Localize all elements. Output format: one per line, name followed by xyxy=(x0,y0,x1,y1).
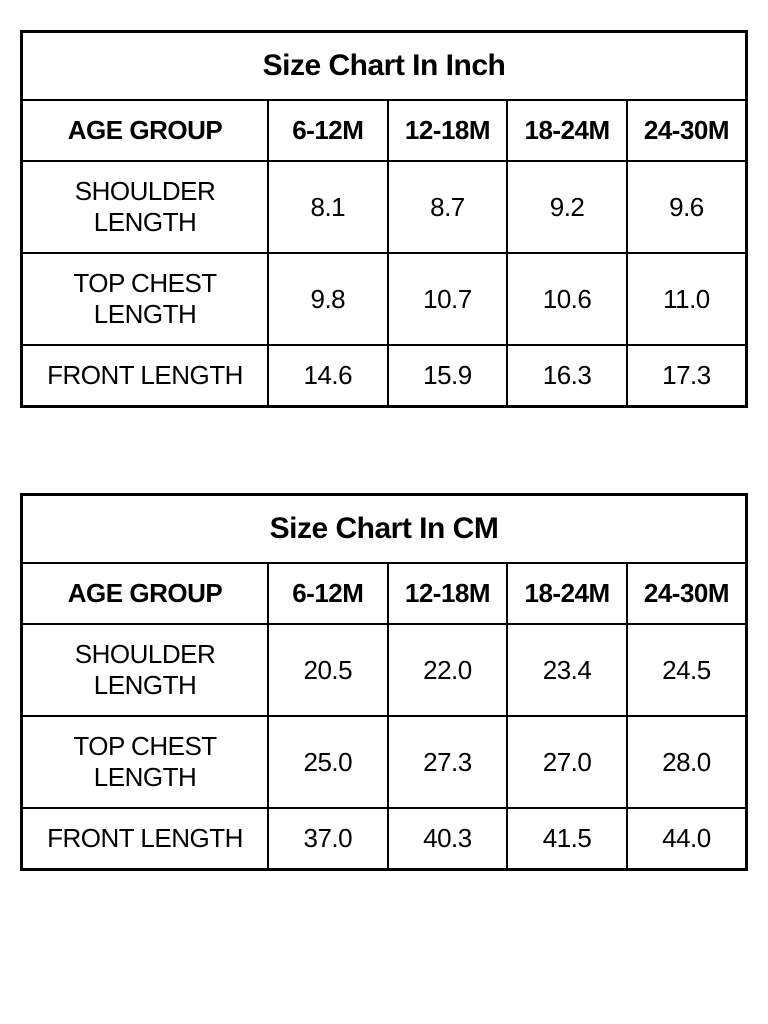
data-cell: 11.0 xyxy=(627,253,747,345)
data-cell: 8.7 xyxy=(388,161,508,253)
column-header: 6-12M xyxy=(268,563,388,624)
data-cell: 41.5 xyxy=(507,808,627,870)
data-cell: 22.0 xyxy=(388,624,508,716)
table-row: TOP CHEST LENGTH 9.8 10.7 10.6 11.0 xyxy=(22,253,747,345)
data-cell: 15.9 xyxy=(388,345,508,407)
table-row: TOP CHEST LENGTH 25.0 27.3 27.0 28.0 xyxy=(22,716,747,808)
data-cell: 28.0 xyxy=(627,716,747,808)
data-cell: 9.6 xyxy=(627,161,747,253)
table-row: FRONT LENGTH 37.0 40.3 41.5 44.0 xyxy=(22,808,747,870)
column-header: 24-30M xyxy=(627,563,747,624)
row-label: TOP CHEST LENGTH xyxy=(22,716,269,808)
header-label: AGE GROUP xyxy=(22,100,269,161)
table-row: SHOULDER LENGTH 8.1 8.7 9.2 9.6 xyxy=(22,161,747,253)
column-header: 18-24M xyxy=(507,100,627,161)
data-cell: 8.1 xyxy=(268,161,388,253)
column-header: 6-12M xyxy=(268,100,388,161)
table-header-row: AGE GROUP 6-12M 12-18M 18-24M 24-30M xyxy=(22,100,747,161)
table-title: Size Chart In CM xyxy=(22,495,747,564)
table-title: Size Chart In Inch xyxy=(22,32,747,101)
table-row: SHOULDER LENGTH 20.5 22.0 23.4 24.5 xyxy=(22,624,747,716)
data-cell: 27.3 xyxy=(388,716,508,808)
column-header: 24-30M xyxy=(627,100,747,161)
size-chart-inch-table: Size Chart In Inch AGE GROUP 6-12M 12-18… xyxy=(20,30,748,408)
data-cell: 20.5 xyxy=(268,624,388,716)
table-title-row: Size Chart In Inch xyxy=(22,32,747,101)
column-header: 12-18M xyxy=(388,100,508,161)
size-chart-cm-table: Size Chart In CM AGE GROUP 6-12M 12-18M … xyxy=(20,493,748,871)
table-row: FRONT LENGTH 14.6 15.9 16.3 17.3 xyxy=(22,345,747,407)
data-cell: 9.2 xyxy=(507,161,627,253)
column-header: 18-24M xyxy=(507,563,627,624)
data-cell: 10.7 xyxy=(388,253,508,345)
column-header: 12-18M xyxy=(388,563,508,624)
row-label: SHOULDER LENGTH xyxy=(22,161,269,253)
data-cell: 16.3 xyxy=(507,345,627,407)
data-cell: 17.3 xyxy=(627,345,747,407)
header-label: AGE GROUP xyxy=(22,563,269,624)
row-label: TOP CHEST LENGTH xyxy=(22,253,269,345)
data-cell: 40.3 xyxy=(388,808,508,870)
row-label: SHOULDER LENGTH xyxy=(22,624,269,716)
data-cell: 24.5 xyxy=(627,624,747,716)
data-cell: 9.8 xyxy=(268,253,388,345)
data-cell: 37.0 xyxy=(268,808,388,870)
data-cell: 25.0 xyxy=(268,716,388,808)
data-cell: 27.0 xyxy=(507,716,627,808)
row-label: FRONT LENGTH xyxy=(22,808,269,870)
data-cell: 14.6 xyxy=(268,345,388,407)
table-header-row: AGE GROUP 6-12M 12-18M 18-24M 24-30M xyxy=(22,563,747,624)
data-cell: 10.6 xyxy=(507,253,627,345)
row-label: FRONT LENGTH xyxy=(22,345,269,407)
data-cell: 23.4 xyxy=(507,624,627,716)
data-cell: 44.0 xyxy=(627,808,747,870)
table-title-row: Size Chart In CM xyxy=(22,495,747,564)
